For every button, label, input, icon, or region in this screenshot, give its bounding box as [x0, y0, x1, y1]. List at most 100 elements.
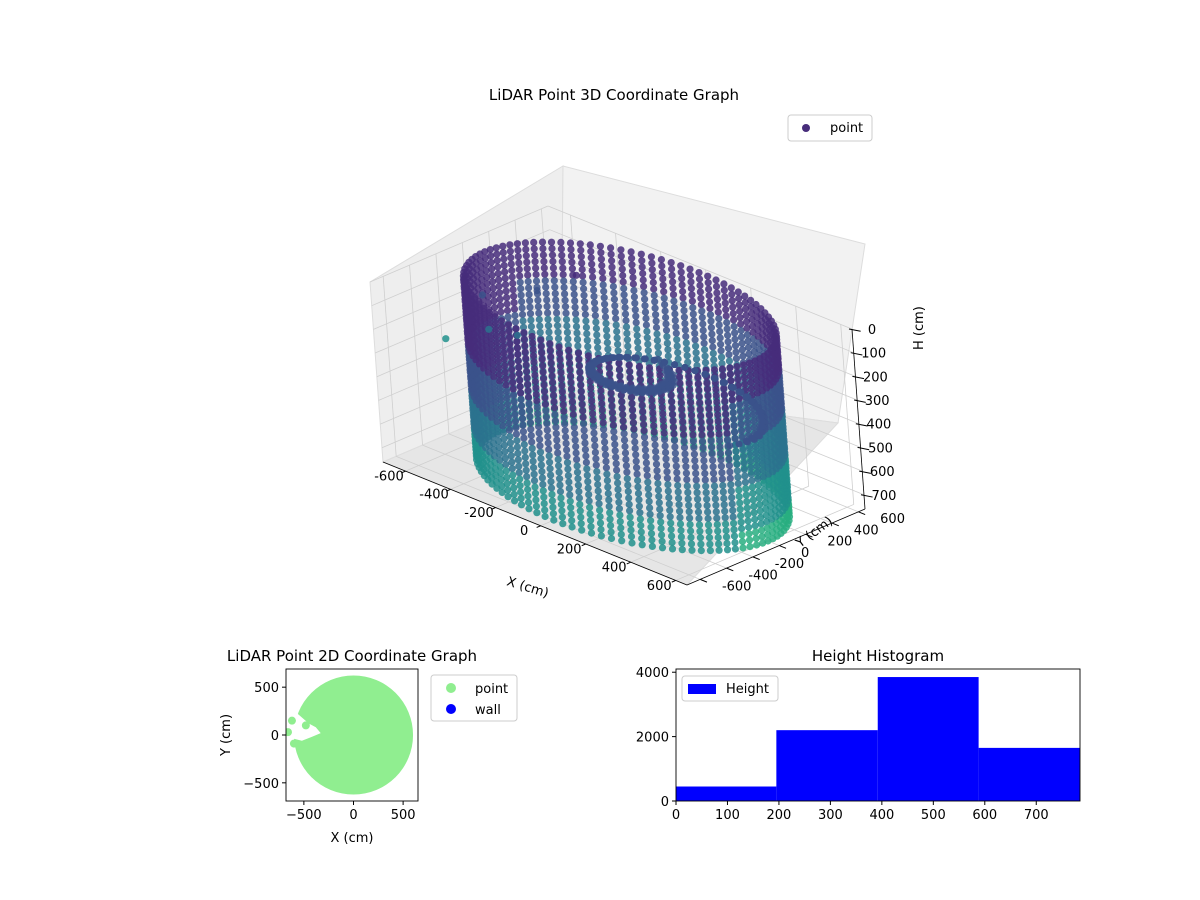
- wall-point-3d: [646, 377, 655, 385]
- wall-point-3d: [731, 329, 739, 337]
- wall-point-3d: [663, 474, 672, 482]
- wall-point-3d: [712, 385, 720, 393]
- wall-point-3d: [574, 475, 582, 483]
- wall-point-3d: [577, 246, 585, 254]
- wall-point-3d: [647, 530, 656, 538]
- wall-point-3d: [658, 268, 666, 277]
- wall-point-3d: [518, 310, 527, 319]
- wall-point-3d: [700, 333, 708, 341]
- wall-point-3d: [720, 391, 728, 399]
- wall-point-3d: [560, 277, 568, 285]
- grid-line-y-left: [435, 253, 450, 434]
- wall-point-3d: [750, 502, 758, 510]
- wall-point-3d: [667, 526, 675, 534]
- wall-point-3d: [572, 310, 580, 318]
- wall-point-3d: [514, 246, 522, 254]
- wall-point-3d: [663, 339, 672, 347]
- wall-point-3d: [553, 442, 561, 451]
- wall-point-3d: [609, 415, 617, 423]
- wall-point-3d: [627, 248, 635, 256]
- histogram-bar: [1080, 793, 1088, 801]
- wall-point-3d: [601, 451, 610, 459]
- interior-point-3d: [701, 370, 709, 378]
- wall-point-3d: [695, 392, 703, 400]
- wall-point-3d: [678, 405, 686, 413]
- wall-point-3d: [625, 500, 633, 508]
- wall-point-3d: [683, 352, 691, 360]
- legend-histogram: Height: [681, 675, 779, 702]
- interior-point-3d: [651, 356, 659, 364]
- wall-point-3d: [705, 411, 714, 419]
- wall-point-3d: [526, 297, 534, 305]
- wall-point-3d: [550, 397, 558, 406]
- wall-point-3d: [732, 355, 741, 363]
- histogram-title: Height Histogram: [812, 647, 944, 665]
- wall-point-3d: [700, 457, 708, 465]
- wall-point-3d: [657, 524, 665, 533]
- wall-point-3d: [659, 410, 667, 418]
- wall-point-3d: [638, 401, 646, 409]
- wall-point-3d: [671, 449, 680, 457]
- wall-point-3d: [652, 317, 660, 325]
- wall-point-3d: [566, 491, 574, 499]
- wall-point-3d: [758, 533, 766, 541]
- wall-point-3d: [563, 322, 571, 330]
- wall-point-3d: [546, 458, 554, 466]
- wall-point-3d: [679, 294, 687, 302]
- wall-point-3d: [532, 390, 540, 398]
- interior-point-3d: [747, 398, 755, 405]
- wall-point-3d: [756, 501, 764, 509]
- wall-point-3d: [547, 238, 556, 246]
- wall-point-3d: [733, 460, 741, 468]
- wall-point-3d: [535, 429, 543, 437]
- wall-point-3d: [734, 288, 742, 296]
- wall-point-3d: [635, 502, 644, 510]
- z-tick-label-3d: 500: [868, 441, 893, 456]
- wall-point-3d: [606, 370, 614, 378]
- x-tick-label-3d: -400: [419, 488, 449, 503]
- wall-point-3d: [508, 465, 516, 473]
- wall-point-3d: [674, 355, 682, 363]
- wall-point-3d: [706, 540, 714, 548]
- wall-point-3d: [738, 525, 746, 533]
- wall-point-3d: [670, 297, 678, 305]
- wall-point-3d: [719, 488, 727, 496]
- wall-point-3d: [603, 339, 612, 347]
- wall-point-3d: [654, 486, 663, 494]
- wall-point-3d: [723, 546, 732, 554]
- wall-point-3d: [695, 386, 703, 394]
- wall-point-3d: [739, 446, 747, 454]
- wall-point-3d: [676, 386, 684, 394]
- grid-line-y-left: [382, 276, 397, 457]
- wall-point-3d: [518, 304, 526, 312]
- wall-point-3d: [660, 423, 668, 431]
- wall-point-3d: [554, 328, 562, 336]
- wall-point-3d: [542, 290, 550, 298]
- y-axis-label-2d: Y (cm): [219, 714, 234, 757]
- wall-point-3d: [706, 424, 714, 432]
- x-axis-label-2d: X (cm): [331, 831, 374, 846]
- wall-point-3d: [582, 323, 591, 331]
- wall-point-3d: [734, 375, 742, 383]
- wall-point-3d: [699, 444, 707, 452]
- wall-point-3d: [543, 296, 551, 304]
- wall-point-3d: [509, 286, 517, 294]
- wall-point-3d: [701, 469, 709, 478]
- wall-point-3d: [653, 467, 661, 475]
- wall-point-3d: [541, 394, 549, 402]
- interior-point-3d: [691, 367, 699, 374]
- wall-point-3d: [748, 483, 757, 491]
- wall-point-3d: [596, 506, 604, 514]
- wall-point-3d: [611, 302, 619, 310]
- wall-point-3d: [613, 466, 621, 474]
- wall-point-3d: [747, 378, 755, 386]
- outlier-point-3d: [513, 331, 522, 339]
- wall-point-3d: [510, 497, 519, 505]
- wall-point-3d: [740, 465, 749, 473]
- wall-point-3d: [523, 374, 531, 382]
- wall-point-3d: [681, 320, 689, 328]
- wall-point-3d: [638, 534, 646, 543]
- wall-point-3d: [597, 255, 606, 263]
- wall-point-3d: [502, 281, 510, 289]
- wall-point-3d: [658, 531, 666, 539]
